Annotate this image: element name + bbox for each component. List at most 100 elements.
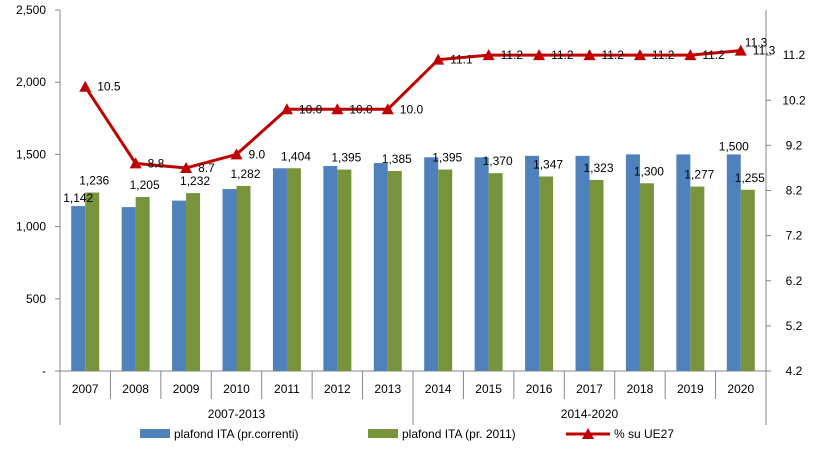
line-marker xyxy=(381,103,394,115)
bar-data-label: 1,323 xyxy=(583,161,613,175)
x-tick-label: 2009 xyxy=(173,382,200,396)
line-marker xyxy=(633,49,646,61)
line-data-label: 8.8 xyxy=(148,156,165,170)
bar xyxy=(222,189,237,371)
x-tick-label: 2020 xyxy=(727,382,754,396)
bar xyxy=(625,154,640,371)
bar xyxy=(373,163,388,371)
bar xyxy=(236,185,251,371)
y-right-tick-label: 6.2 xyxy=(786,274,803,288)
x-tick-label: 2018 xyxy=(627,382,654,396)
bar-data-label: 1,205 xyxy=(130,178,160,192)
legend-marker xyxy=(582,428,594,439)
bar-data-label: 1,300 xyxy=(634,164,664,178)
legend: plafond ITA (pr.correnti) plafond ITA (pr… xyxy=(140,427,674,441)
line-data-label: 10.5 xyxy=(97,80,121,94)
bar-data-label: 1,395 xyxy=(432,151,462,165)
y-left-tick-label: 2,500 xyxy=(16,3,46,17)
bar-data-label: 1,500 xyxy=(719,139,749,153)
line-marker xyxy=(129,157,142,169)
bar xyxy=(438,169,453,371)
line-data-label: 9.0 xyxy=(249,147,266,161)
bar xyxy=(172,200,187,371)
bar-data-label: 1,277 xyxy=(684,168,714,182)
bar-data-label: 1,404 xyxy=(281,149,311,163)
x-tick-label: 2014 xyxy=(425,382,452,396)
bar xyxy=(272,168,287,371)
data-labels: 1,142 1,500 1,236 1,205 1,232 1,282 1,404 1,395… xyxy=(63,36,775,205)
bar-data-label: 1,385 xyxy=(382,152,412,166)
x-tick-label: 2019 xyxy=(677,382,704,396)
line-marker xyxy=(684,49,697,61)
bar xyxy=(525,155,540,371)
bar xyxy=(135,196,150,371)
line-data-label: 10.0 xyxy=(349,102,373,116)
line-marker xyxy=(734,44,747,56)
y-left-tick-label: - xyxy=(42,364,46,378)
y-right-tick-label: 11.2 xyxy=(783,48,806,62)
legend-label: plafond ITA (pr. 2011) xyxy=(402,427,516,441)
x-tick-label: 2013 xyxy=(374,382,401,396)
bar xyxy=(286,168,301,371)
legend-label: % su UE27 xyxy=(614,427,674,441)
bar-data-label: 1,255 xyxy=(735,171,765,185)
line-data-label: 11.2 xyxy=(551,48,574,62)
bar xyxy=(575,155,590,371)
line-path xyxy=(83,49,741,170)
line-series xyxy=(79,44,747,173)
bar-data-label: 1,232 xyxy=(180,174,210,188)
line-marker xyxy=(432,53,445,65)
line-marker xyxy=(180,161,193,173)
group-label: 2014-2020 xyxy=(561,407,619,421)
bar xyxy=(488,173,503,371)
bar xyxy=(690,186,705,371)
y-right-tick-label: 7.2 xyxy=(786,229,803,243)
line-data-label: 11.2 xyxy=(501,48,524,62)
x-tick-label: 2012 xyxy=(324,382,351,396)
legend-swatch-blue xyxy=(140,429,170,438)
line-data-label: 11.2 xyxy=(702,48,725,62)
bar xyxy=(539,176,554,371)
x-tick-label: 2007 xyxy=(72,382,99,396)
bar xyxy=(639,183,654,371)
axes: - 500 1,000 1,500 2,000 2,500 4.2 5.2 6.2 7.2 8.2 9… xyxy=(16,3,806,425)
bar-data-label: 1,142 xyxy=(63,191,93,205)
line-data-label: 11.2 xyxy=(652,48,675,62)
bar xyxy=(726,154,741,371)
line-marker xyxy=(482,49,495,61)
bar xyxy=(186,193,201,371)
line-marker xyxy=(583,49,596,61)
bar xyxy=(740,189,755,371)
bar xyxy=(323,165,338,371)
bar xyxy=(387,171,402,371)
y-left-tick-label: 1,500 xyxy=(16,147,46,161)
y-left-tick-label: 500 xyxy=(26,292,46,306)
bar-data-label: 1,347 xyxy=(533,157,563,171)
legend-label: plafond ITA (pr.correnti) xyxy=(174,427,299,441)
x-tick-label: 2017 xyxy=(576,382,603,396)
line-data-label: 11.2 xyxy=(602,48,625,62)
y-right-tick-label: 5.2 xyxy=(786,319,803,333)
line-end-label: 11.3 xyxy=(745,36,768,50)
line-marker xyxy=(331,103,344,115)
line-marker xyxy=(79,80,92,92)
y-right-tick-label: 4.2 xyxy=(786,364,803,378)
line-marker xyxy=(230,148,243,160)
x-tick-label: 2008 xyxy=(122,382,149,396)
line-data-label: 11.3 xyxy=(753,44,776,58)
y-right-tick-label: 9.2 xyxy=(786,138,803,152)
x-tick-label: 2016 xyxy=(526,382,553,396)
x-tick-label: 2015 xyxy=(475,382,502,396)
bar-data-label: 1,370 xyxy=(483,154,513,168)
line-marker xyxy=(533,49,546,61)
bars xyxy=(71,154,755,371)
bar xyxy=(121,207,136,371)
bar xyxy=(85,192,100,371)
bar xyxy=(676,154,691,371)
line-data-label: 11.1 xyxy=(450,53,473,67)
y-left-tick-label: 2,000 xyxy=(16,75,46,89)
bar xyxy=(424,157,439,371)
y-left-tick-label: 1,000 xyxy=(16,220,46,234)
line-data-label: 10.0 xyxy=(299,102,323,116)
